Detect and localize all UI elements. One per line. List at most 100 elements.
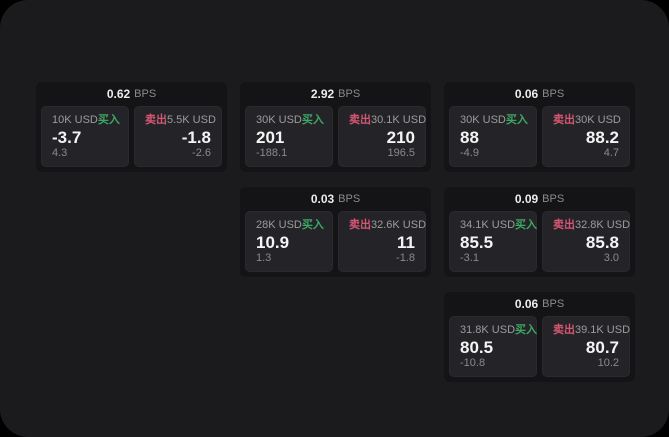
sell-delta: 3.0 (603, 252, 619, 264)
card-header: 0.62 BPS (36, 82, 227, 106)
card-body: 34.1K USD 买入 85.5 -3.1 卖出 32.8K USD 85.8… (444, 211, 635, 277)
buy-side-label: 买入 (301, 219, 324, 231)
buy-amount: 34.1K USD (460, 219, 516, 231)
buy-price: 80.5 (460, 337, 494, 357)
buy-panel-header: 10K USD 买入 (52, 114, 120, 127)
bps-unit-label: BPS (134, 88, 157, 100)
buy-delta: -3.1 (460, 252, 479, 264)
buy-delta: 1.3 (256, 252, 272, 264)
sell-panel[interactable]: 卖出 30.1K USD 210 196.5 (338, 106, 426, 167)
buy-side-label: 买入 (515, 324, 538, 336)
buy-panel[interactable]: 30K USD 买入 201 -188.1 (245, 106, 333, 167)
sell-delta: -2.6 (192, 147, 211, 159)
sell-amount: 30.1K USD (371, 114, 427, 126)
buy-panel-header: 28K USD 买入 (256, 219, 324, 232)
sell-panel[interactable]: 卖出 39.1K USD 80.7 10.2 (542, 316, 630, 377)
sell-amount: 32.6K USD (371, 219, 427, 231)
quote-card: 0.62 BPS 10K USD 买入 -3.7 4.3 卖出 5.5K USD… (36, 82, 227, 172)
sell-price: 210 (386, 127, 415, 147)
bps-spread-value: 0.09 (514, 192, 539, 206)
sell-amount: 5.5K USD (167, 114, 216, 126)
sell-price: -1.8 (181, 127, 211, 147)
card-body: 10K USD 买入 -3.7 4.3 卖出 5.5K USD -1.8 -2.… (36, 106, 227, 172)
bps-unit-label: BPS (338, 193, 361, 205)
sell-price: 85.8 (585, 232, 619, 252)
card-body: 28K USD 买入 10.9 1.3 卖出 32.6K USD 11 -1.8 (240, 211, 431, 277)
sell-panel[interactable]: 卖出 32.8K USD 85.8 3.0 (542, 211, 630, 272)
bps-spread-value: 2.92 (310, 87, 335, 101)
bps-spread-value: 0.62 (106, 87, 131, 101)
sell-side-label: 卖出 (553, 324, 575, 336)
buy-amount: 28K USD (256, 219, 302, 231)
card-body: 30K USD 买入 201 -188.1 卖出 30.1K USD 210 1… (240, 106, 431, 172)
quote-card: 0.03 BPS 28K USD 买入 10.9 1.3 卖出 32.6K US… (240, 187, 431, 277)
bps-spread-value: 0.06 (514, 297, 539, 311)
buy-side-label: 买入 (97, 114, 120, 126)
buy-side-label: 买入 (515, 219, 538, 231)
buy-panel[interactable]: 30K USD 买入 88 -4.9 (449, 106, 537, 167)
sell-delta: -1.8 (396, 252, 415, 264)
sell-panel-header: 卖出 30.1K USD (349, 114, 426, 127)
quote-card: 0.06 BPS 30K USD 买入 88 -4.9 卖出 30K USD 8… (444, 82, 635, 172)
quote-card: 0.09 BPS 34.1K USD 买入 85.5 -3.1 卖出 32.8K… (444, 187, 635, 277)
buy-panel-header: 30K USD 买入 (460, 114, 528, 127)
sell-amount: 39.1K USD (575, 324, 631, 336)
sell-panel[interactable]: 卖出 30K USD 88.2 4.7 (542, 106, 630, 167)
sell-price: 11 (397, 232, 415, 252)
sell-panel[interactable]: 卖出 32.6K USD 11 -1.8 (338, 211, 426, 272)
buy-panel[interactable]: 10K USD 买入 -3.7 4.3 (41, 106, 129, 167)
sell-amount: 32.8K USD (575, 219, 631, 231)
buy-panel-header: 30K USD 买入 (256, 114, 324, 127)
buy-price: -3.7 (52, 127, 82, 147)
buy-delta: -188.1 (256, 147, 288, 159)
card-header: 0.06 BPS (444, 292, 635, 316)
bps-spread-value: 0.06 (514, 87, 539, 101)
buy-delta: 4.3 (52, 147, 68, 159)
buy-amount: 31.8K USD (460, 324, 516, 336)
sell-panel-header: 卖出 39.1K USD (553, 324, 630, 337)
card-header: 0.03 BPS (240, 187, 431, 211)
buy-panel[interactable]: 31.8K USD 买入 80.5 -10.8 (449, 316, 537, 377)
card-header: 0.09 BPS (444, 187, 635, 211)
buy-amount: 10K USD (52, 114, 98, 126)
buy-amount: 30K USD (256, 114, 302, 126)
sell-side-label: 卖出 (553, 219, 575, 231)
sell-side-label: 卖出 (349, 219, 371, 231)
sell-panel-header: 卖出 30K USD (553, 114, 621, 127)
buy-panel[interactable]: 34.1K USD 买入 85.5 -3.1 (449, 211, 537, 272)
sell-delta: 196.5 (387, 147, 415, 159)
bps-unit-label: BPS (338, 88, 361, 100)
buy-panel-header: 31.8K USD 买入 (460, 324, 537, 337)
sell-side-label: 卖出 (349, 114, 371, 126)
buy-delta: -10.8 (460, 357, 486, 369)
buy-price: 201 (256, 127, 285, 147)
sell-panel-header: 卖出 5.5K USD (145, 114, 216, 127)
sell-amount: 30K USD (575, 114, 621, 126)
card-header: 0.06 BPS (444, 82, 635, 106)
buy-side-label: 买入 (301, 114, 324, 126)
buy-panel[interactable]: 28K USD 买入 10.9 1.3 (245, 211, 333, 272)
buy-side-label: 买入 (505, 114, 528, 126)
sell-panel-header: 卖出 32.8K USD (553, 219, 630, 232)
sell-panel-header: 卖出 32.6K USD (349, 219, 426, 232)
sell-panel[interactable]: 卖出 5.5K USD -1.8 -2.6 (134, 106, 222, 167)
buy-price: 85.5 (460, 232, 494, 252)
buy-panel-header: 34.1K USD 买入 (460, 219, 537, 232)
bps-unit-label: BPS (542, 88, 565, 100)
sell-side-label: 卖出 (145, 114, 167, 126)
card-header: 2.92 BPS (240, 82, 431, 106)
sell-side-label: 卖出 (553, 114, 575, 126)
sell-delta: 10.2 (597, 357, 619, 369)
card-body: 30K USD 买入 88 -4.9 卖出 30K USD 88.2 4.7 (444, 106, 635, 172)
quote-card: 2.92 BPS 30K USD 买入 201 -188.1 卖出 30.1K … (240, 82, 431, 172)
sell-price: 88.2 (585, 127, 619, 147)
bps-unit-label: BPS (542, 193, 565, 205)
quote-card: 0.06 BPS 31.8K USD 买入 80.5 -10.8 卖出 39.1… (444, 292, 635, 382)
buy-amount: 30K USD (460, 114, 506, 126)
buy-price: 88 (460, 127, 479, 147)
bps-unit-label: BPS (542, 298, 565, 310)
card-body: 31.8K USD 买入 80.5 -10.8 卖出 39.1K USD 80.… (444, 316, 635, 382)
quote-cards-grid: 0.62 BPS 10K USD 买入 -3.7 4.3 卖出 5.5K USD… (36, 82, 635, 382)
sell-price: 80.7 (585, 337, 619, 357)
